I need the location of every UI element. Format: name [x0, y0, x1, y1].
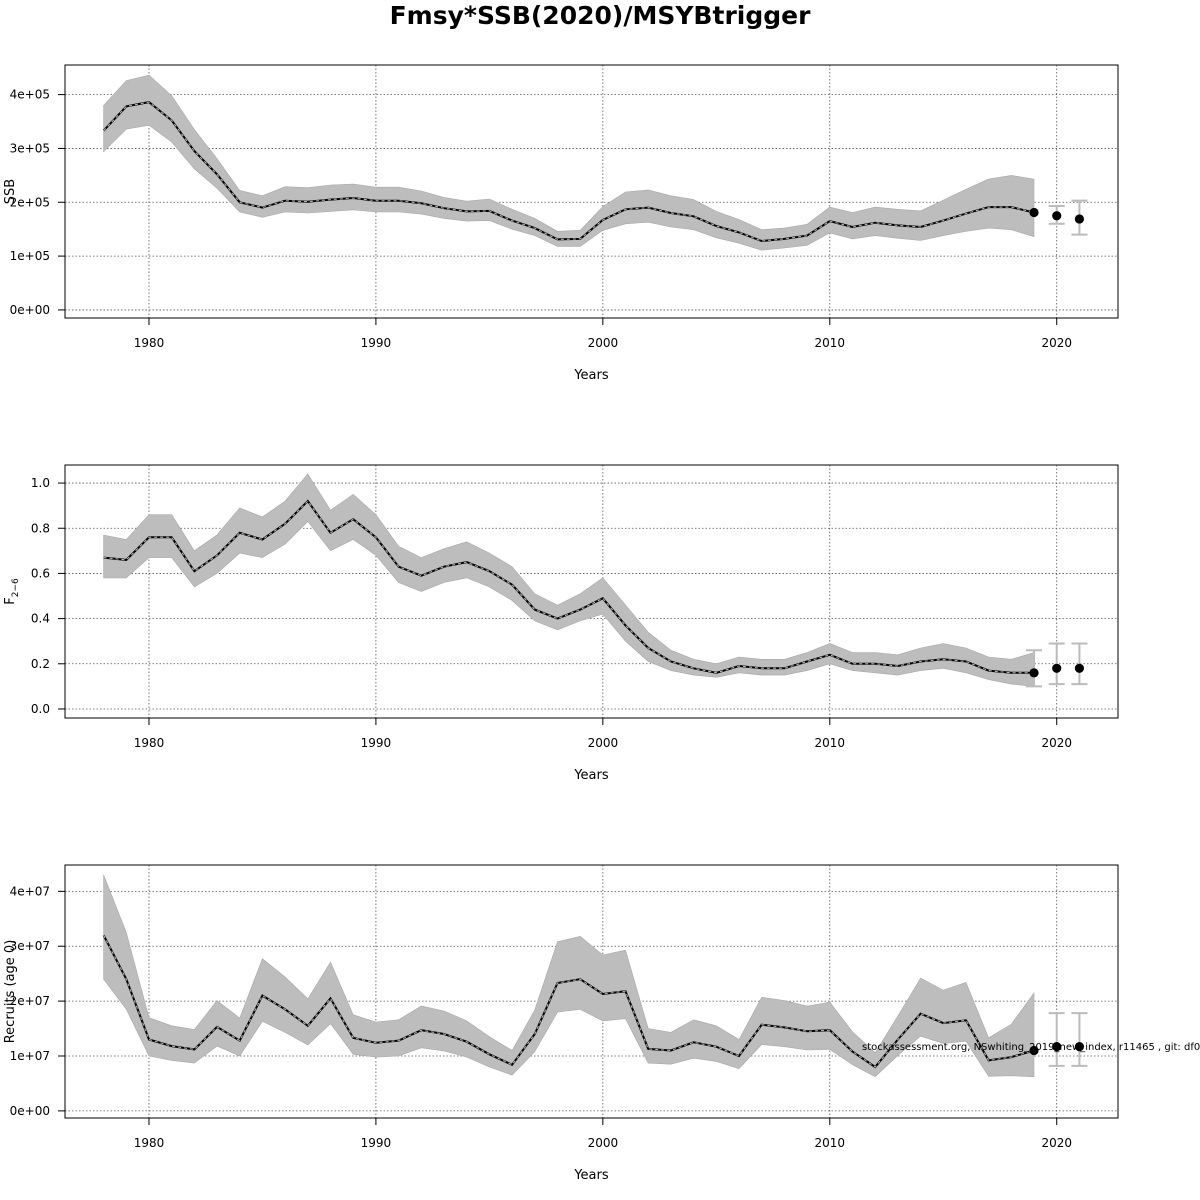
x-tick-label: 2010	[815, 736, 846, 750]
y-tick-label: 1e+07	[10, 1049, 50, 1063]
forecast-point	[1074, 214, 1085, 224]
plot-frame	[64, 464, 1119, 719]
chart-panel-fbar: 1980 1990 2000 2010 2020 0.0 0.2 0.4 0.6 0.8 1.0 Ye…	[3, 464, 1119, 783]
y-tick-label: 0e+00	[10, 303, 50, 317]
x-tick-label: 2010	[815, 336, 846, 350]
y-tick-label: 0.4	[31, 612, 50, 626]
y-tick-label: 3e+07	[10, 939, 50, 953]
forecast-point	[1029, 207, 1039, 218]
forecast-point	[1074, 663, 1085, 673]
x-tick-label: 1980	[134, 736, 165, 750]
confidence-band	[103, 874, 1035, 1078]
y-tick-label: 2e+07	[10, 994, 50, 1008]
x-axis-label: Years	[573, 1168, 609, 1183]
x-tick-label: 1990	[361, 336, 392, 350]
y-axis-label: F2−6	[3, 578, 21, 605]
confidence-band	[103, 473, 1035, 687]
x-tick-label: 2020	[1041, 336, 1072, 350]
plot-frame	[64, 864, 1119, 1119]
forecast-point	[1029, 1045, 1039, 1056]
estimate-line-dashes	[103, 101, 1035, 242]
y-tick-label: 0.2	[31, 657, 50, 671]
y-tick-label: 0.6	[31, 566, 50, 580]
y-tick-label: 3e+05	[10, 141, 50, 155]
forecast-point	[1029, 668, 1039, 678]
y-tick-label: 4e+05	[10, 88, 50, 102]
x-tick-label: 1980	[134, 336, 165, 350]
y-tick-label: 2e+05	[10, 195, 50, 209]
estimate-line-dashes	[103, 934, 1035, 1068]
y-tick-label: 0.0	[31, 702, 50, 716]
x-tick-label: 2000	[588, 736, 619, 750]
x-axis-label: Years	[573, 368, 609, 383]
forecast-point	[1052, 663, 1062, 673]
x-tick-label: 2020	[1041, 1136, 1072, 1150]
x-axis-label: Years	[573, 768, 609, 783]
plot-frame	[64, 64, 1119, 319]
y-axis-label-subscript: 2−6	[11, 578, 21, 597]
y-axis-label: Recruits (age 0)	[3, 940, 18, 1044]
forecast-point	[1074, 1042, 1085, 1052]
x-tick-label: 2000	[588, 1136, 619, 1150]
x-tick-label: 1990	[361, 1136, 392, 1150]
y-tick-label: 1e+05	[10, 249, 50, 263]
y-axis-label: SSB	[3, 179, 18, 204]
estimate-line-dashes	[103, 500, 1034, 674]
chart-panel-ssb: 1980 1990 2000 2010 2020 0e+00 1e+05 2e+05 3e+05…	[3, 64, 1119, 383]
figure-title: Fmsy*SSB(2020)/MSYBtrigger	[390, 1, 812, 30]
forecast-point	[1052, 211, 1062, 221]
x-tick-label: 2000	[588, 336, 619, 350]
confidence-band	[103, 74, 1035, 251]
credit-text: stockassessment.org, NSwhiting_2019_new_…	[862, 1042, 1200, 1053]
x-tick-label: 2020	[1041, 736, 1072, 750]
y-tick-label: 0.8	[31, 521, 50, 535]
y-tick-label: 0e+00	[10, 1104, 50, 1118]
chart-panel-recruits: 1980 1990 2000 2010 2020 0e+00 1e+07 2e+07 3e+07…	[3, 864, 1119, 1183]
x-tick-label: 1980	[134, 1136, 165, 1150]
x-tick-label: 2010	[815, 1136, 846, 1150]
y-tick-label: 4e+07	[10, 884, 50, 898]
forecast-point	[1052, 1042, 1062, 1052]
y-tick-label: 1.0	[31, 476, 50, 490]
x-tick-label: 1990	[361, 736, 392, 750]
panels: 1980 1990 2000 2010 2020 0e+00 1e+05 2e+05 3e+05…	[3, 64, 1119, 1183]
